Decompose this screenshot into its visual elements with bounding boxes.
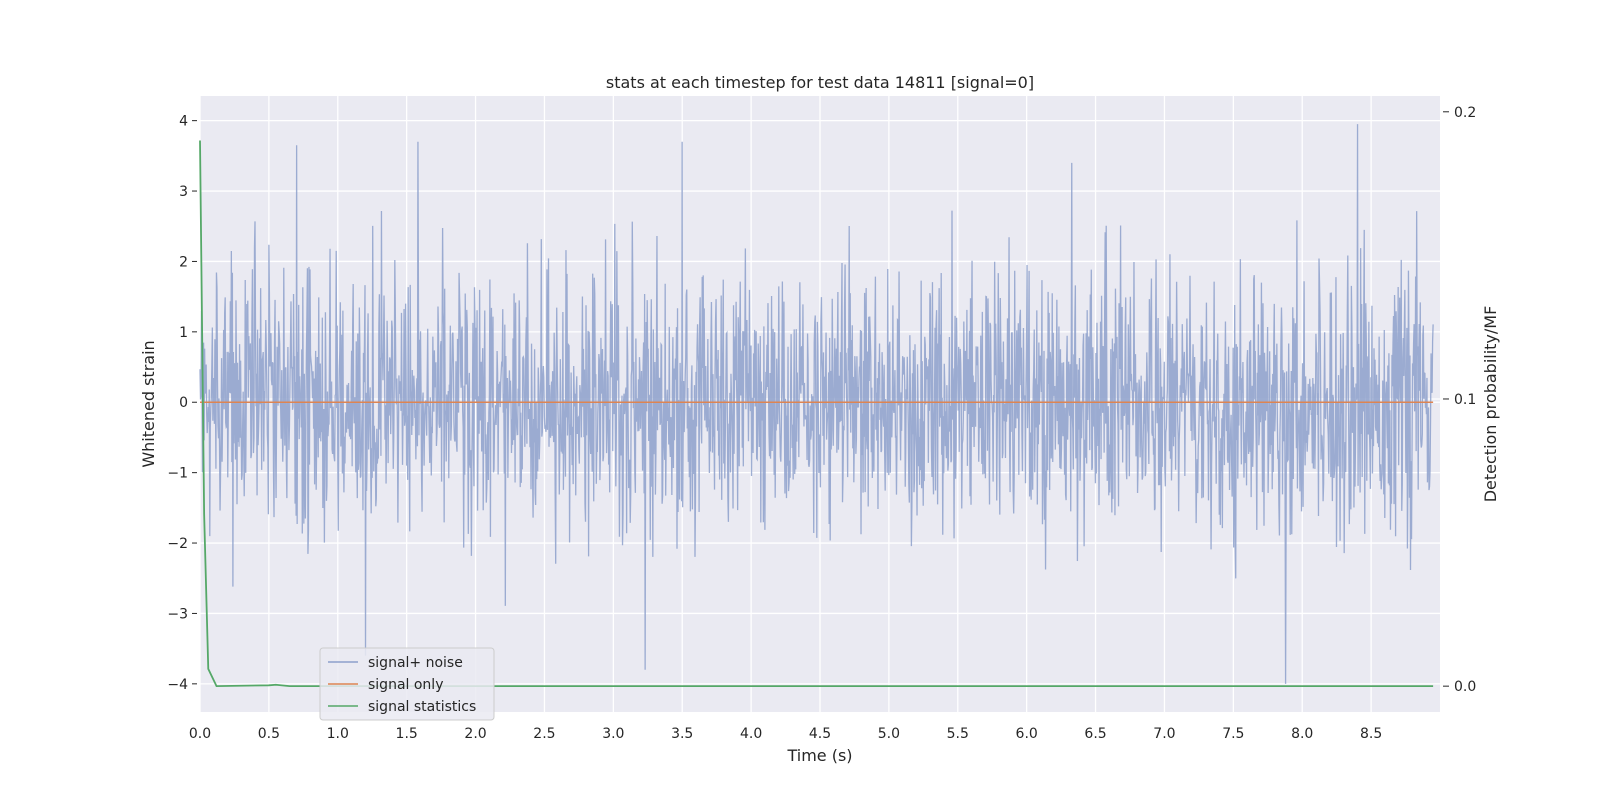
y2-tick-label: 0.2	[1454, 105, 1476, 121]
x-tick-label: 4.5	[809, 726, 831, 742]
axes: 0.0 0.5 1.0 1.5 2.0 2.5 3.0 3.5 4.0 4.5 5.0 5.5 6.0 6…	[167, 105, 1476, 742]
x-tick-label: 6.0	[1016, 726, 1038, 742]
y-tick-label: 2	[179, 254, 188, 270]
series-signal-statistics-line	[199, 140, 1434, 688]
legend-box	[319, 647, 495, 721]
x-axis-label: Time (s)	[786, 746, 852, 765]
x-tick-label: 6.5	[1084, 726, 1106, 742]
x-tick-label: 8.5	[1360, 726, 1382, 742]
x-tick-label: 3.0	[602, 726, 624, 742]
series-signal-noise-line	[199, 124, 1434, 684]
y-tick-label: −3	[167, 606, 188, 622]
y-tick-label: −4	[167, 677, 188, 693]
legend: signal+ noise signal only signal statist…	[319, 647, 495, 721]
x-tick-label: 5.0	[878, 726, 900, 742]
y-tick-label: −2	[167, 536, 188, 552]
y-tick-label: −1	[167, 466, 188, 482]
x-tick-label: 8.0	[1291, 726, 1313, 742]
x-tick-label: 2.0	[464, 726, 486, 742]
legend-label-signal-only: signal only	[368, 677, 443, 693]
x-tick-label: 0.0	[189, 726, 211, 742]
legend-label-signal-statistics: signal statistics	[368, 699, 476, 715]
series-layer	[199, 124, 1434, 688]
y2-axis-label: Detection probability/MF	[1481, 306, 1500, 503]
x-tick-label: 5.5	[947, 726, 969, 742]
chart-title: stats at each timestep for test data 148…	[606, 73, 1034, 92]
x-tick-label: 7.0	[1153, 726, 1175, 742]
y2-tick-label: 0.0	[1454, 679, 1476, 695]
x-tick-label: 4.0	[740, 726, 762, 742]
x-tick-label: 2.5	[533, 726, 555, 742]
y-axis-label: Whitened strain	[139, 340, 158, 467]
y-tick-label: 3	[179, 184, 188, 200]
y2-tick-label: 0.1	[1454, 392, 1476, 408]
x-tick-label: 0.5	[258, 726, 280, 742]
y-tick-label: 0	[179, 395, 188, 411]
x-tick-label: 7.5	[1222, 726, 1244, 742]
x-tick-label: 1.5	[396, 726, 418, 742]
y-tick-label: 1	[179, 325, 188, 341]
y-tick-label: 4	[179, 114, 188, 130]
x-tick-label: 1.0	[327, 726, 349, 742]
legend-label-signal-noise: signal+ noise	[368, 655, 463, 671]
x-tick-label: 3.5	[671, 726, 693, 742]
